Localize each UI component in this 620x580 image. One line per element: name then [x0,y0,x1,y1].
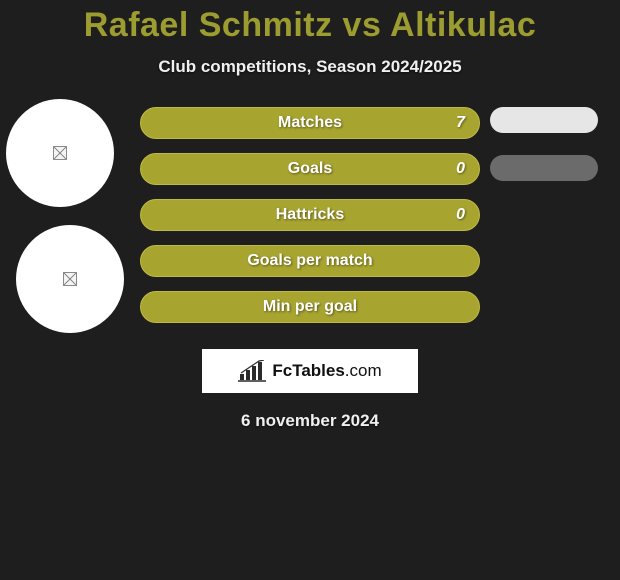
stat-bar-goals: Goals 0 [140,153,480,185]
stat-bar-matches: Matches 7 [140,107,480,139]
stat-value: 0 [456,206,465,224]
stat-value: 7 [456,114,465,132]
comparison-pills [490,107,598,181]
pill-player-2 [490,155,598,181]
stat-bars: Matches 7 Goals 0 Hattricks 0 Goals per … [140,107,480,323]
stat-label: Goals [288,160,332,178]
content-area: Matches 7 Goals 0 Hattricks 0 Goals per … [0,107,620,323]
avatar-player-1 [6,99,114,207]
stat-label: Hattricks [276,206,344,224]
comparison-card: Rafael Schmitz vs Altikulac Club competi… [0,0,620,580]
brand-light: .com [345,361,382,380]
image-placeholder-icon [53,146,67,160]
stat-label: Min per goal [263,298,357,316]
stat-value: 0 [456,160,465,178]
brand-bold: FcTables [272,361,344,380]
stat-bar-hattricks: Hattricks 0 [140,199,480,231]
bar-chart-icon [238,360,266,382]
subtitle: Club competitions, Season 2024/2025 [0,57,620,77]
avatars-column [6,99,124,333]
stat-label: Matches [278,114,342,132]
avatar-player-2 [16,225,124,333]
page-title: Rafael Schmitz vs Altikulac [0,6,620,45]
image-placeholder-icon [63,272,77,286]
brand-text: FcTables.com [272,361,381,381]
stat-bar-min-per-goal: Min per goal [140,291,480,323]
branding-badge: FcTables.com [202,349,418,393]
stat-label: Goals per match [247,252,372,270]
stat-bar-goals-per-match: Goals per match [140,245,480,277]
date-label: 6 november 2024 [0,411,620,431]
pill-player-1 [490,107,598,133]
